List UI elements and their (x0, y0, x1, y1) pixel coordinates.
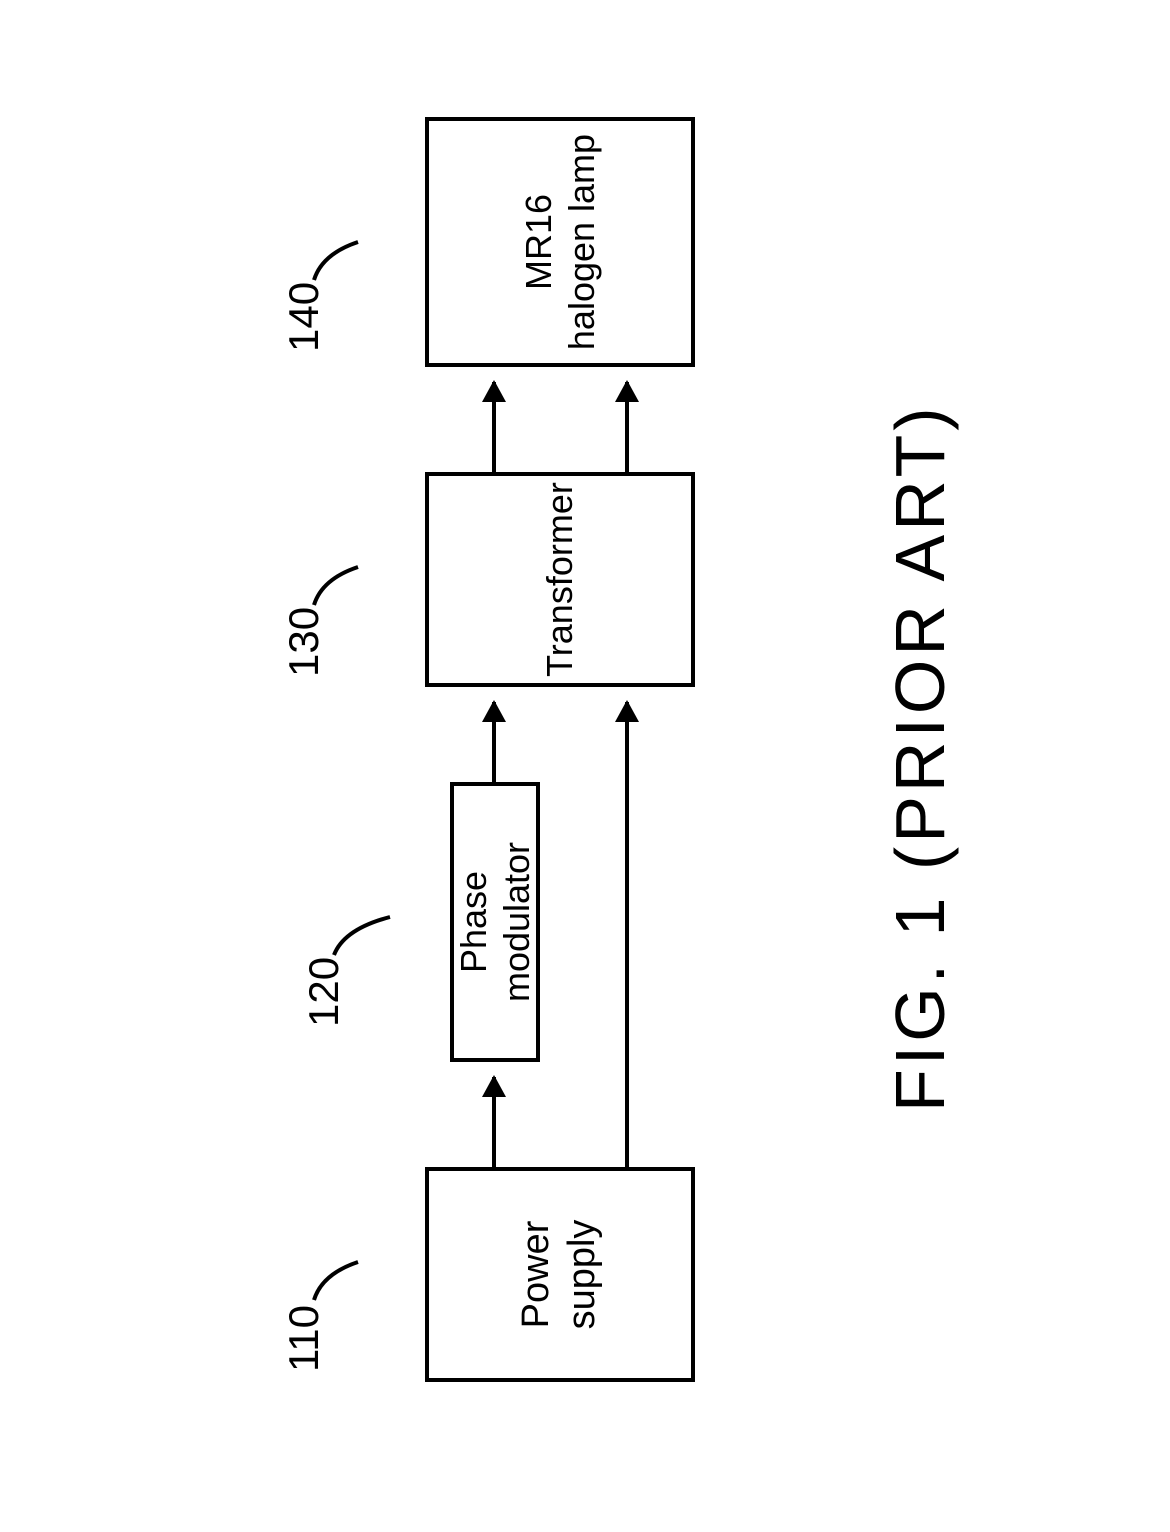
node-power-supply-line1: Power (514, 1221, 560, 1329)
node-transformer-leader (312, 537, 360, 607)
node-phase-modulator-line1: Phase modulator (452, 786, 538, 1058)
node-power-supply-line2: supply (560, 1220, 606, 1330)
arrow-power-to-transformer-bottom (625, 702, 629, 1167)
node-transformer: Transformer (425, 472, 695, 687)
node-power-supply-leader (312, 1232, 360, 1302)
node-phase-modulator: Phase modulator (450, 782, 540, 1062)
node-phase-modulator-ref: 120 (300, 957, 348, 1027)
node-halogen-lamp-line2: halogen lamp (560, 134, 603, 350)
node-halogen-lamp-line1: MR16 (517, 194, 560, 290)
arrow-phase-to-transformer (492, 702, 496, 782)
node-power-supply: Power supply (425, 1167, 695, 1382)
arrow-transformer-to-lamp-bottom (625, 382, 629, 472)
node-phase-modulator-leader (332, 887, 392, 957)
node-halogen-lamp: MR16 halogen lamp (425, 117, 695, 367)
figure-caption: FIG. 1 (PRIOR ART) (880, 403, 960, 1112)
node-transformer-ref: 130 (280, 607, 328, 677)
node-power-supply-ref: 110 (280, 1305, 328, 1372)
node-halogen-lamp-leader (312, 212, 360, 282)
node-halogen-lamp-ref: 140 (280, 282, 328, 352)
arrow-transformer-to-lamp-top (492, 382, 496, 472)
diagram-rotated-container: Power supply 110 Phase modulator 120 Tra… (0, 0, 1170, 1532)
node-transformer-line1: Transformer (538, 482, 581, 677)
arrow-power-to-phase (492, 1077, 496, 1167)
diagram-canvas: Power supply 110 Phase modulator 120 Tra… (0, 0, 1170, 1532)
